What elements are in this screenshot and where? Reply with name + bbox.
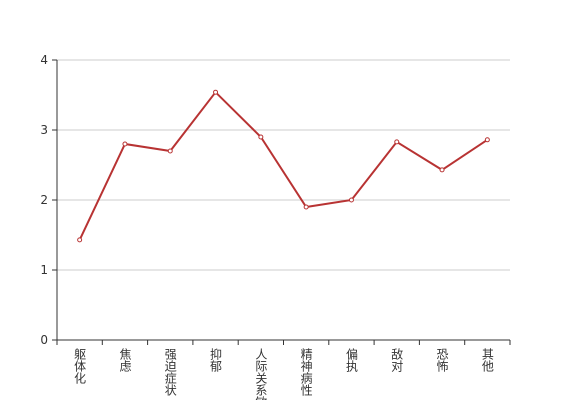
x-tick-label: 人际关系敏感 bbox=[254, 348, 268, 400]
x-tick-label: 精神病性 bbox=[299, 348, 313, 397]
x-tick-label: 其他 bbox=[480, 348, 494, 372]
x-tick-label: 恐怖 bbox=[435, 348, 449, 372]
point bbox=[394, 139, 400, 145]
point bbox=[258, 134, 264, 140]
y-tick-label: 4 bbox=[40, 53, 48, 67]
point bbox=[213, 89, 219, 95]
y-tick-label: 2 bbox=[40, 193, 48, 207]
point bbox=[439, 167, 445, 173]
point bbox=[484, 137, 490, 143]
point bbox=[77, 237, 83, 243]
x-tick-label: 焦虑 bbox=[118, 348, 132, 372]
x-tick-label: 敌对 bbox=[390, 347, 404, 372]
point bbox=[303, 204, 309, 210]
x-tick-label: 抑郁 bbox=[209, 347, 223, 373]
x-tick-label: 偏执 bbox=[344, 347, 358, 373]
point bbox=[167, 148, 173, 154]
line bbox=[78, 90, 488, 241]
y-tick-label: 3 bbox=[40, 123, 48, 137]
y-tick-label: 0 bbox=[40, 333, 48, 347]
x-tick-label: 强迫症状 bbox=[163, 348, 177, 396]
y-tick-label: 1 bbox=[40, 263, 48, 277]
x-tick-label: 躯体化 bbox=[73, 347, 87, 385]
point bbox=[348, 197, 354, 203]
point bbox=[122, 141, 128, 147]
